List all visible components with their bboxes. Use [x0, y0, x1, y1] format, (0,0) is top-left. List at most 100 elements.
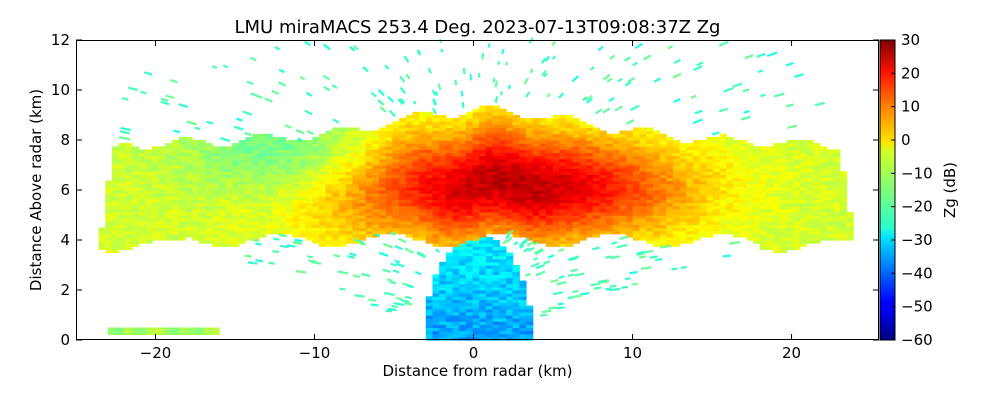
field-cell: [432, 240, 440, 244]
field-cell: [278, 186, 287, 191]
field-cell: [285, 174, 293, 179]
field-cell: [385, 152, 394, 157]
field-cell: [485, 111, 494, 116]
field-cell: [519, 293, 527, 297]
field-cell: [332, 221, 340, 225]
field-cell: [719, 174, 727, 179]
field-cell: [465, 290, 474, 294]
field-cell: [332, 136, 340, 141]
field-cell: [265, 221, 273, 225]
field-cell: [452, 143, 460, 147]
field-cell: [572, 155, 580, 160]
field-cell: [686, 224, 694, 229]
field-cell: [419, 130, 427, 135]
field-cell: [147, 327, 157, 335]
field-cell: [399, 193, 407, 197]
field-cell: [779, 161, 788, 166]
field-cell: [813, 171, 821, 175]
field-cell: [599, 208, 607, 213]
field-cell: [699, 171, 707, 175]
field-cell: [258, 149, 267, 154]
field-cell: [359, 230, 367, 235]
field-cell: [452, 261, 460, 266]
field-cell: [298, 211, 307, 216]
noise-return: [398, 237, 407, 244]
field-cell: [479, 124, 487, 129]
field-cell: [726, 199, 734, 204]
field-cell: [639, 161, 647, 166]
field-cell: [706, 230, 714, 235]
field-cell: [626, 218, 634, 222]
field-cell: [492, 124, 500, 129]
x-tick-label: 10: [623, 344, 642, 362]
noise-return: [461, 101, 465, 109]
field-cell: [163, 327, 172, 335]
field-cell: [285, 177, 293, 182]
field-cell: [359, 130, 367, 135]
field-cell: [372, 177, 380, 182]
field-cell: [218, 227, 227, 232]
field-cell: [425, 152, 434, 157]
field-cell: [759, 218, 767, 222]
field-cell: [519, 333, 527, 338]
field-cell: [125, 202, 133, 207]
field-cell: [552, 221, 560, 225]
field-cell: [419, 121, 427, 125]
field-cell: [485, 127, 494, 132]
field-cell: [319, 180, 327, 185]
noise-return: [274, 46, 281, 51]
field-cell: [619, 133, 627, 138]
field-cell: [278, 211, 287, 216]
field-cell: [519, 318, 527, 322]
field-cell: [833, 208, 841, 213]
field-cell: [652, 227, 661, 232]
field-cell: [779, 190, 788, 194]
field-cell: [452, 118, 460, 122]
field-cell: [118, 146, 126, 150]
field-cell: [332, 168, 340, 172]
field-cell: [799, 171, 808, 175]
field-cell: [839, 227, 848, 232]
colorbar-tick-label: 0: [901, 131, 911, 149]
field-cell: [278, 165, 287, 169]
field-cell: [506, 290, 514, 294]
field-cell: [118, 236, 126, 241]
field-cell: [652, 183, 661, 188]
field-cell: [332, 224, 340, 229]
field-cell: [445, 274, 454, 279]
noise-return: [523, 77, 529, 85]
field-cell: [325, 152, 333, 157]
field-cell: [332, 180, 340, 185]
field-cell: [779, 205, 788, 210]
field-cell: [352, 193, 360, 197]
field-cell: [352, 190, 360, 194]
field-cell: [606, 180, 614, 185]
field-cell: [425, 311, 434, 316]
field-cell: [666, 218, 674, 222]
field-cell: [753, 236, 761, 241]
field-cell: [107, 327, 117, 335]
field-cell: [532, 218, 540, 222]
field-cell: [512, 140, 520, 144]
field-cell: [552, 240, 560, 244]
field-cell: [786, 202, 794, 207]
field-cell: [252, 227, 260, 232]
field-cell: [332, 211, 340, 216]
field-cell: [819, 180, 828, 185]
field-cell: [733, 199, 741, 204]
field-cell: [472, 118, 480, 122]
field-cell: [713, 230, 721, 235]
field-cell: [559, 202, 567, 207]
field-cell: [799, 168, 808, 172]
field-cell: [432, 199, 440, 204]
field-cell: [111, 180, 120, 185]
field-cell: [706, 149, 714, 154]
field-cell: [706, 183, 714, 188]
field-cell: [319, 155, 327, 160]
noise-return: [432, 98, 438, 106]
field-cell: [786, 146, 794, 150]
field-cell: [405, 133, 414, 138]
field-cell: [425, 321, 434, 325]
field-cell: [586, 177, 594, 182]
field-cell: [572, 146, 580, 150]
